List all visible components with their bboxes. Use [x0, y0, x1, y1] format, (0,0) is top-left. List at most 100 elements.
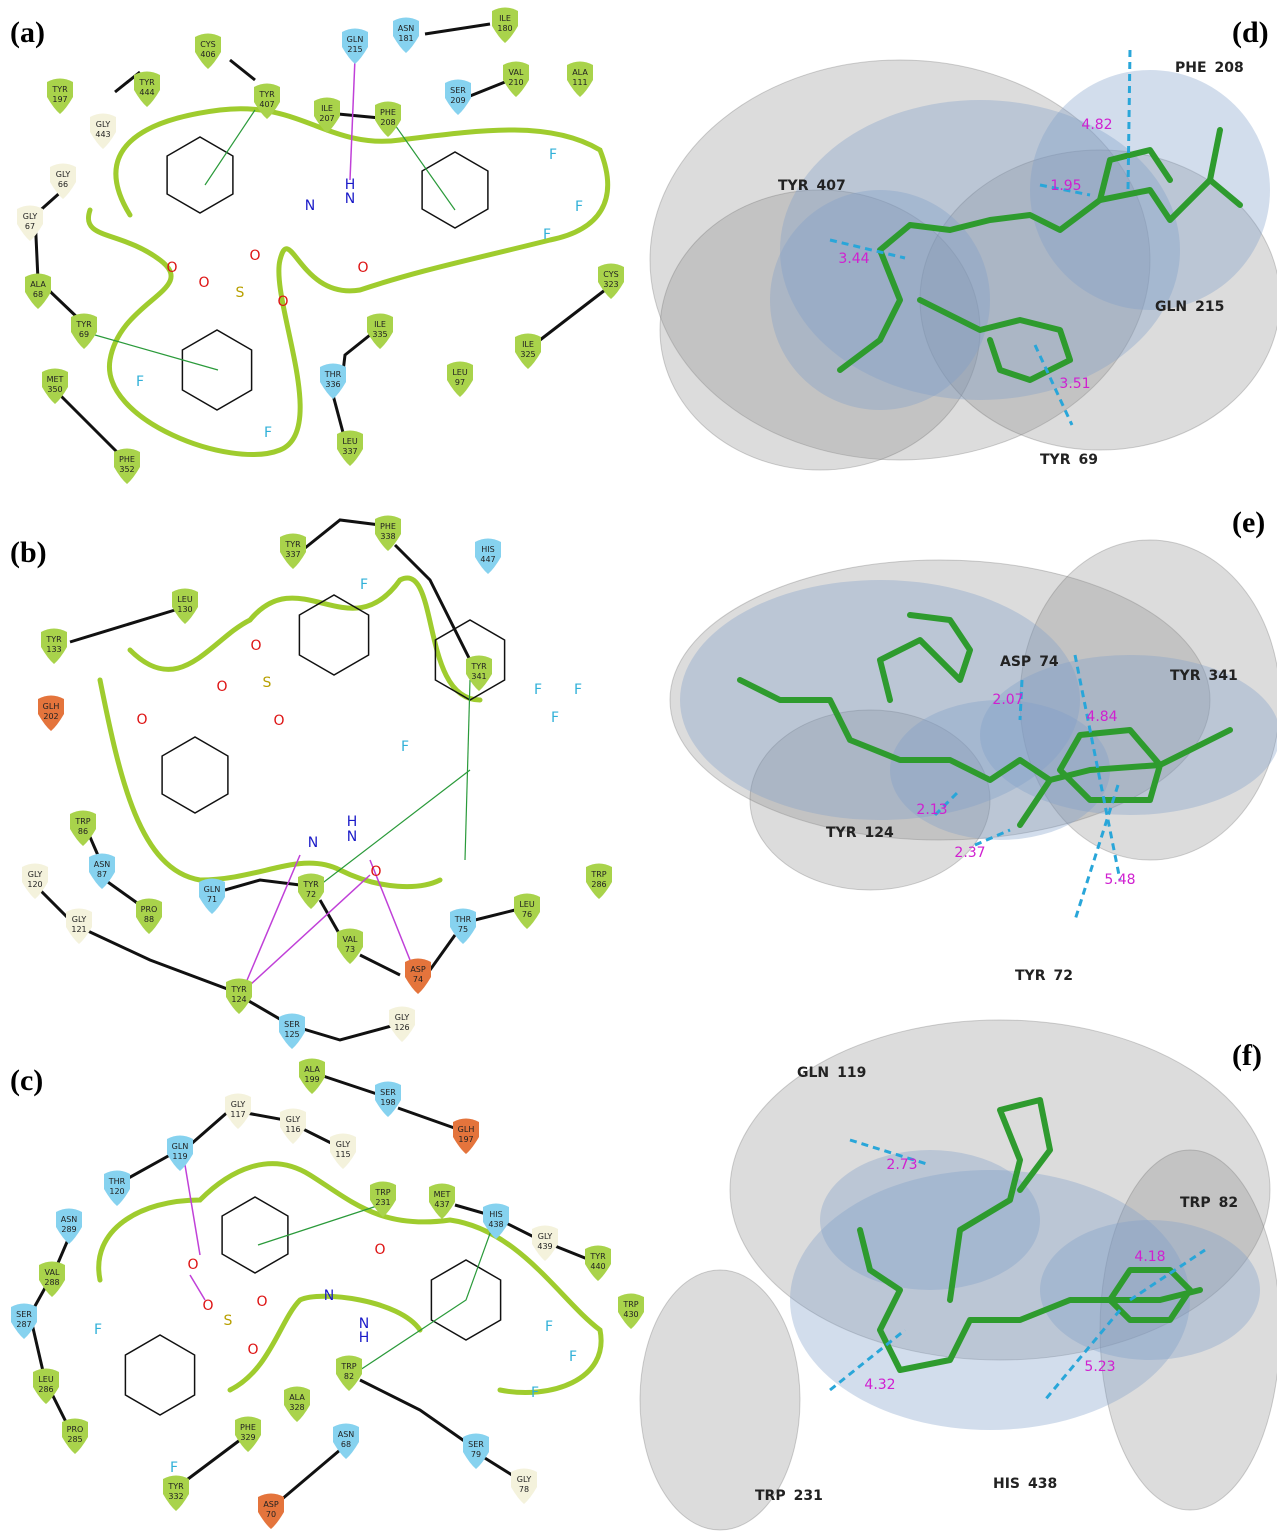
residue-name: GLY — [96, 120, 111, 129]
residue: PRO88 — [136, 899, 162, 935]
residue-name: GLY — [336, 1140, 351, 1149]
residue-number: 406 — [200, 50, 215, 59]
atom-label: F — [545, 1319, 553, 1335]
atom-label: O — [357, 260, 368, 276]
ring — [222, 1197, 288, 1273]
residue-name: GLY — [538, 1232, 553, 1241]
residue-name: TRP — [340, 1362, 356, 1371]
residue-number: 97 — [455, 378, 465, 387]
atom-label: O — [256, 1294, 267, 1310]
pocket-outline — [88, 109, 607, 455]
backbone — [230, 60, 255, 80]
residue-number: 350 — [47, 385, 62, 394]
residue-name: TRP — [74, 817, 90, 826]
residue-name: VAL — [343, 935, 358, 944]
residue-name: LEU — [519, 900, 535, 909]
pi-stacking — [205, 110, 255, 185]
panel-label: (f) — [1232, 1039, 1262, 1072]
residue-number: 197 — [52, 95, 67, 104]
residue-number: 66 — [58, 180, 68, 189]
residue-number: 215 — [347, 45, 362, 54]
residue-number: 72 — [1053, 968, 1072, 984]
atom-label: H — [347, 814, 358, 830]
residue-number: 328 — [289, 1403, 304, 1412]
residue-number: 336 — [325, 380, 340, 389]
atom-label: N — [345, 191, 355, 207]
atom-label: O — [370, 864, 381, 880]
atom-label: F — [136, 374, 144, 390]
residue-name: TYR — [167, 1482, 184, 1491]
residue-number: 207 — [319, 114, 334, 123]
hbond-arrow — [350, 58, 355, 180]
backbone — [70, 610, 175, 642]
distance-label: 2.13 — [916, 802, 947, 818]
panel-label: (d) — [1232, 16, 1269, 49]
residue-number: 439 — [537, 1242, 552, 1251]
residue-number: 119 — [172, 1152, 187, 1161]
pocket-outline — [100, 578, 480, 887]
residue-name: LEU — [452, 368, 468, 377]
residue-number: 443 — [95, 130, 110, 139]
atom-label: N — [324, 1288, 334, 1304]
atom-label: H — [359, 1330, 370, 1346]
residue-name: HIS — [481, 545, 494, 554]
residue-number: 69 — [79, 330, 89, 339]
atom-label: F — [360, 577, 368, 593]
panel-label: (c) — [10, 1064, 43, 1097]
residue-number: 285 — [67, 1435, 82, 1444]
residue-number: 332 — [168, 1492, 183, 1501]
residue-number: 286 — [591, 880, 606, 889]
residue-number: 335 — [372, 330, 387, 339]
atom-label: F — [170, 1460, 178, 1476]
residue: PHE352 — [114, 449, 140, 485]
residue-name: TRP — [590, 870, 606, 879]
residue: GLY115 — [330, 1134, 356, 1170]
backbone — [60, 395, 120, 455]
residue-number: 82 — [1219, 1195, 1238, 1211]
backbone — [360, 1380, 470, 1445]
backbone — [470, 82, 505, 96]
residue-name: HIS — [993, 1476, 1020, 1492]
residue-number: 133 — [46, 645, 61, 654]
atom-label: F — [574, 682, 582, 698]
backbone — [190, 1110, 335, 1145]
distance-label: 4.18 — [1134, 1249, 1165, 1265]
residue-name: ASN — [338, 1430, 355, 1439]
atom-label: O — [166, 260, 177, 276]
backbone — [360, 955, 400, 975]
residue-name: TRP — [1180, 1195, 1211, 1211]
residue-number: 68 — [341, 1440, 351, 1449]
residue-name: TYR — [230, 985, 247, 994]
residue-number: 231 — [794, 1488, 823, 1504]
residue-name: GLY — [23, 212, 38, 221]
distance-label: 4.84 — [1086, 709, 1117, 725]
residue-name: CYS — [200, 40, 215, 49]
residue-name: SER — [450, 86, 466, 95]
residue-name: PRO — [141, 905, 158, 914]
residue-number: 76 — [522, 910, 532, 919]
atom-label: O — [273, 713, 284, 729]
residue-name: TYR — [75, 320, 92, 329]
residue-number: 447 — [480, 555, 495, 564]
residue: LEU337 — [337, 431, 363, 467]
distance-label: 3.44 — [838, 251, 869, 267]
residue-name: SER — [16, 1310, 32, 1319]
hbond-arrow — [185, 1165, 200, 1255]
residue-name: THR — [324, 370, 342, 379]
residue-name: SER — [468, 1440, 484, 1449]
residue-name: PHE — [380, 522, 396, 531]
residue: CYS406 — [195, 34, 221, 70]
residue: SER79 — [463, 1434, 489, 1470]
residue-number: 209 — [450, 96, 465, 105]
residue-name: GLN — [347, 35, 364, 44]
residue-name: ILE — [374, 320, 386, 329]
residue: GLY126 — [389, 1007, 415, 1043]
